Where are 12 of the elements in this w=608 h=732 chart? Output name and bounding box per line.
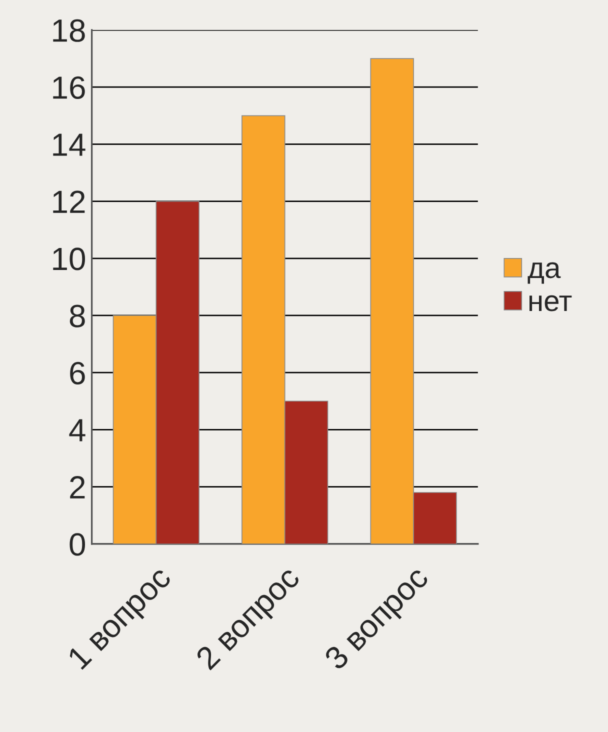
- y-tick-label: 12: [53, 190, 85, 213]
- y-tick-label: 16: [53, 76, 85, 99]
- legend-label: нет: [529, 295, 572, 312]
- y-tick-label: 8: [70, 304, 85, 328]
- legend-label: да: [528, 262, 561, 284]
- y-tick-label: 18: [53, 19, 85, 42]
- y-tick-label: 4: [69, 419, 86, 442]
- y-tick-label: 10: [53, 248, 86, 270]
- y-tick-label: 2: [70, 476, 85, 498]
- y-tick-label: 14: [53, 134, 86, 156]
- y-tick-label: 6: [70, 362, 85, 384]
- y-tick-label: 0: [70, 533, 86, 556]
